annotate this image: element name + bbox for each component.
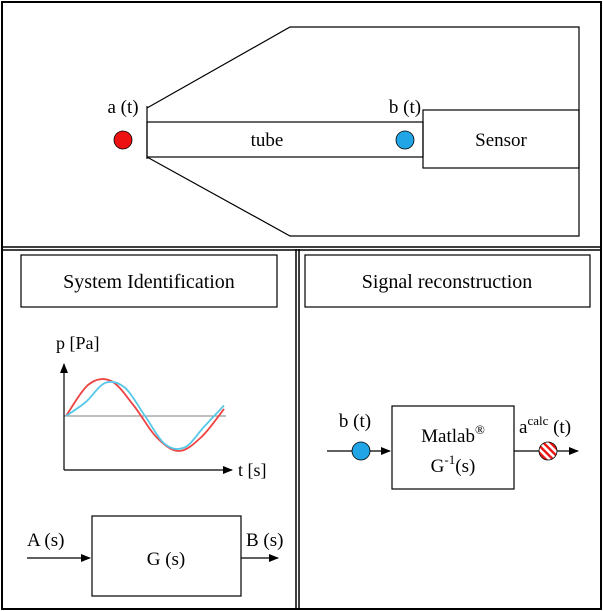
output-point-dot — [395, 130, 415, 150]
inverse-block-line2: G-1(s) — [431, 452, 476, 477]
inverse-exponent: -1 — [444, 452, 455, 467]
reconstruction-input-label: b (t) — [339, 411, 371, 432]
transfer-block-box — [91, 515, 242, 597]
reconstruction-input-dot — [351, 441, 371, 461]
chart-ylabel: p [Pa] — [56, 333, 100, 353]
pressure-chart: p [Pa] t [s] — [56, 333, 267, 480]
left-panel-title-box — [20, 254, 278, 308]
reconstruction-output-label: acalc (t) — [519, 413, 571, 438]
chart-series-blue — [65, 380, 225, 450]
output-calc-sup: calc — [527, 413, 548, 428]
block-output-label: B (s) — [246, 530, 283, 551]
transfer-block-label: G (s) — [147, 549, 186, 570]
output-a-label: a — [519, 417, 528, 438]
right-panel: Signal reconstruction b (t) Matlab® G-1(… — [304, 254, 591, 490]
sensor-box — [422, 109, 580, 169]
tube-label: tube — [251, 130, 284, 151]
chart-xlabel: t [s] — [238, 460, 267, 480]
inverse-block-line1: Matlab® — [421, 422, 485, 447]
chart-series-red — [65, 378, 225, 452]
right-panel-title-box — [304, 254, 591, 308]
input-point-dot — [113, 130, 133, 150]
inverse-g-label: G — [431, 456, 445, 477]
transfer-block: G (s) A (s) B (s) — [27, 515, 283, 597]
input-signal-label: a (t) — [107, 97, 138, 118]
output-t-label: (t) — [548, 417, 571, 438]
matlab-label: Matlab — [421, 426, 475, 447]
inverse-s-label: (s) — [455, 456, 475, 477]
inverse-block-box — [391, 405, 515, 490]
left-panel: System Identification p [Pa] t [s] G (s)… — [20, 254, 283, 597]
right-panel-title: Signal reconstruction — [362, 271, 533, 293]
tube-body — [146, 121, 424, 158]
top-panel: a (t) b (t) tube Sensor — [107, 26, 580, 237]
matlab-registered-mark: ® — [475, 422, 485, 437]
reconstruction-output-dot — [538, 441, 558, 461]
block-input-label: A (s) — [27, 530, 64, 551]
output-signal-label: b (t) — [389, 97, 421, 118]
left-panel-title: System Identification — [63, 271, 235, 293]
sensor-label: Sensor — [475, 130, 527, 151]
